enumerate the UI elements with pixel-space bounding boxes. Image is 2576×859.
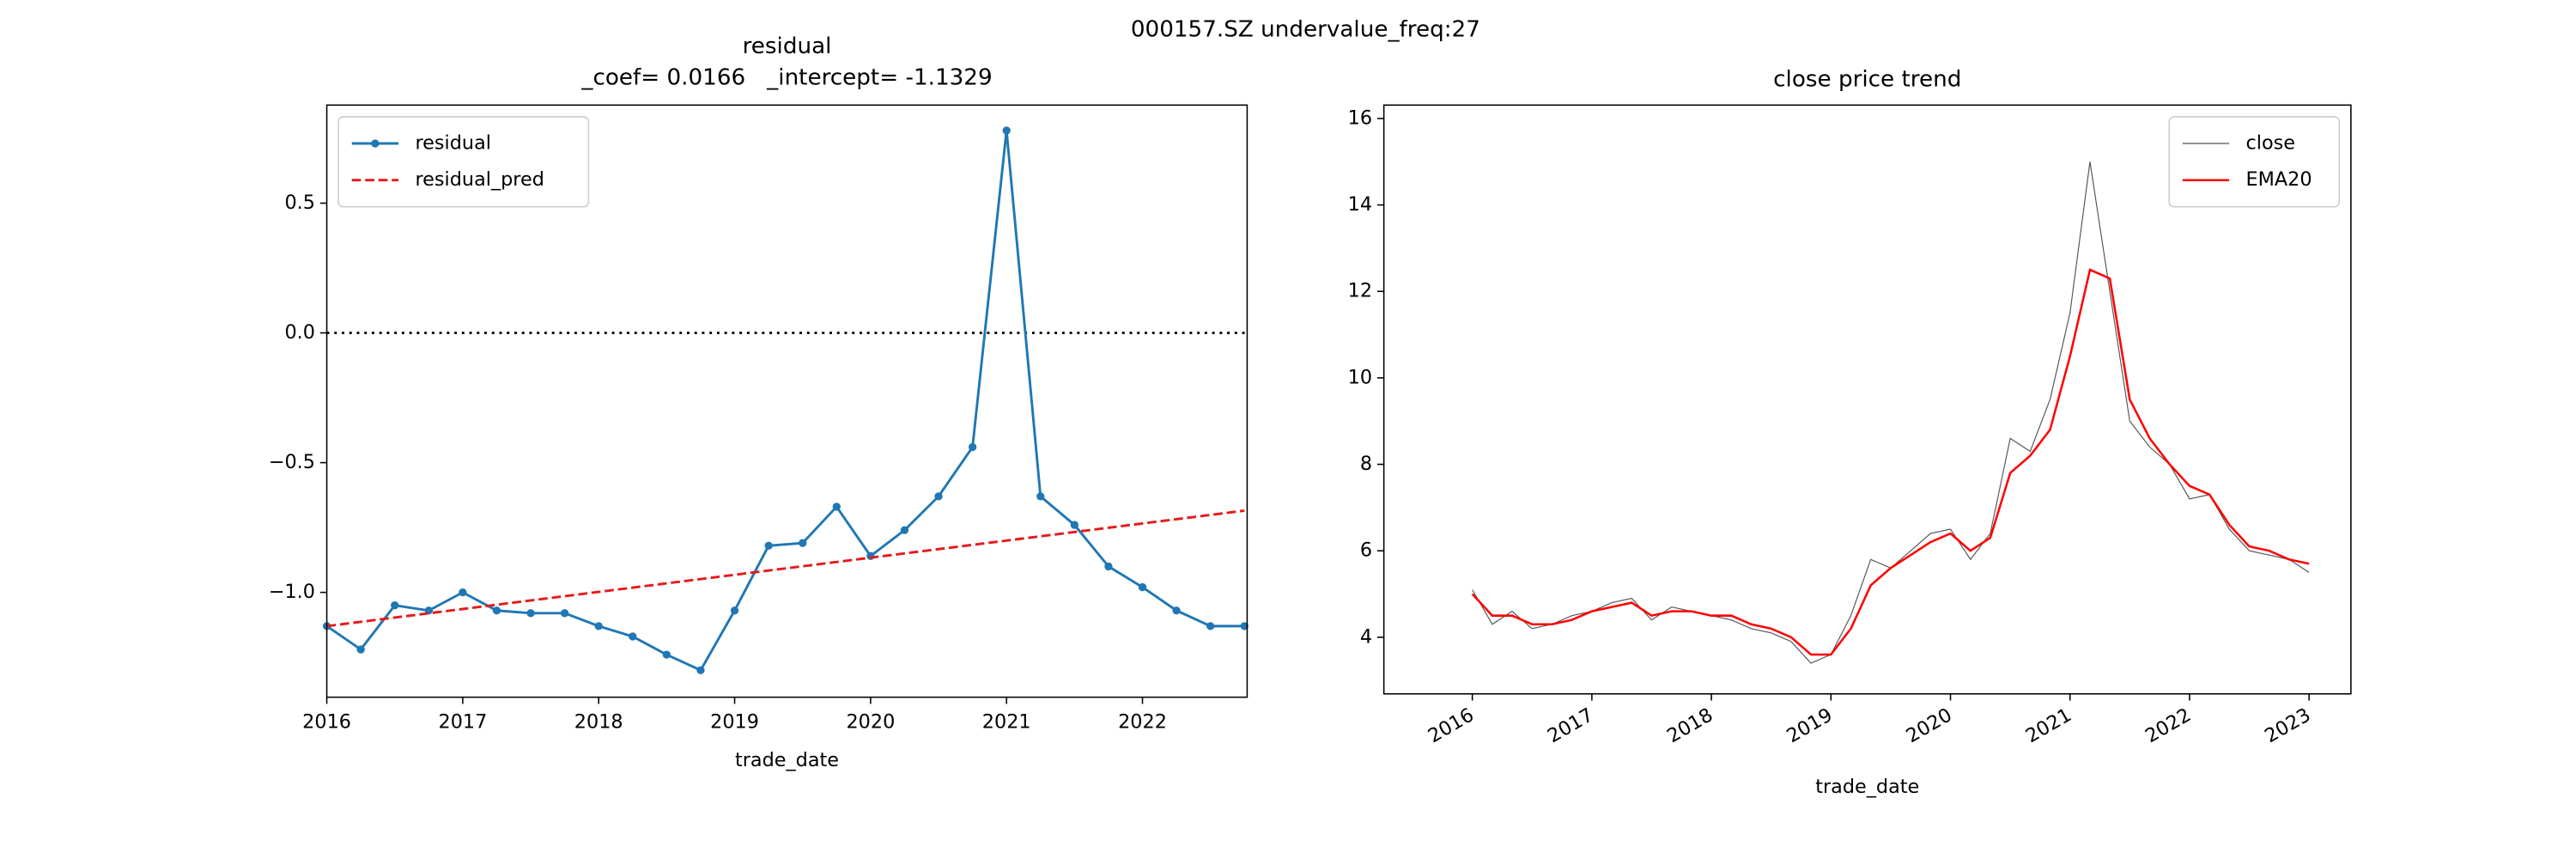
series-line (326, 509, 1245, 628)
series-marker (662, 650, 671, 659)
series-marker (459, 588, 467, 597)
legend-label: EMA20 (2246, 168, 2312, 191)
x-tick-label: 2019 (710, 710, 759, 733)
x-tick-label: 2016 (302, 710, 351, 733)
series-marker (1070, 521, 1079, 529)
series-marker (1104, 562, 1113, 571)
suptitle: 000157.SZ undervalue_freq:27 (1131, 16, 1480, 42)
y-tick-label: 4 (1360, 625, 1372, 648)
y-tick-label: 0.5 (284, 192, 315, 214)
series-marker (629, 632, 637, 641)
series-marker (526, 609, 535, 618)
y-tick-label: 12 (1348, 280, 1372, 302)
legend-label: close (2246, 131, 2296, 154)
series-marker (1206, 622, 1215, 631)
y-tick-label: 0.0 (284, 321, 315, 344)
series-marker (1240, 622, 1249, 631)
x-tick-label: 2017 (438, 710, 487, 733)
legend-label: residual (415, 131, 490, 154)
series-marker (764, 541, 773, 550)
y-tick-label: −0.5 (269, 451, 315, 473)
chart-subtitle: _coef= 0.0166 _intercept= -1.1329 (580, 65, 992, 91)
y-tick-label: 8 (1360, 453, 1372, 475)
series-marker (560, 609, 569, 618)
legend-marker (371, 139, 380, 148)
y-tick-label: 10 (1348, 366, 1372, 388)
x-axis-label: trade_date (1815, 776, 1919, 798)
series-marker (1138, 582, 1147, 592)
series-marker (799, 539, 807, 547)
series-marker (832, 503, 841, 511)
series-marker (594, 622, 603, 631)
legend-label: residual_pred (415, 168, 544, 191)
series-marker (900, 526, 909, 534)
x-tick-label: 2018 (574, 710, 623, 733)
x-tick-label: 2022 (1118, 710, 1167, 733)
series-marker (934, 492, 943, 501)
series-marker (1002, 126, 1011, 135)
series-marker (1172, 606, 1181, 615)
x-axis-label: trade_date (735, 749, 839, 771)
legend-box (2168, 116, 2341, 208)
series-marker (391, 601, 399, 610)
chart-title: residual (743, 34, 832, 59)
series-line (1471, 268, 2310, 656)
legend-box (337, 116, 590, 208)
y-tick-label: 14 (1348, 193, 1372, 216)
chart-title: close price trend (1773, 67, 1961, 93)
series-marker (696, 666, 705, 674)
y-tick-label: 6 (1360, 539, 1372, 562)
x-tick-label: 2021 (982, 710, 1031, 733)
series-line (326, 130, 1245, 673)
y-tick-label: 16 (1348, 107, 1372, 129)
x-tick-label: 2020 (846, 710, 895, 733)
series-marker (968, 442, 977, 452)
series-marker (730, 606, 739, 615)
y-tick-label: −1.0 (269, 581, 315, 603)
series-marker (1036, 492, 1045, 501)
series-marker (492, 606, 501, 615)
plot-frame (325, 104, 1249, 698)
plot-frame (1382, 104, 2352, 695)
series-marker (356, 645, 365, 654)
